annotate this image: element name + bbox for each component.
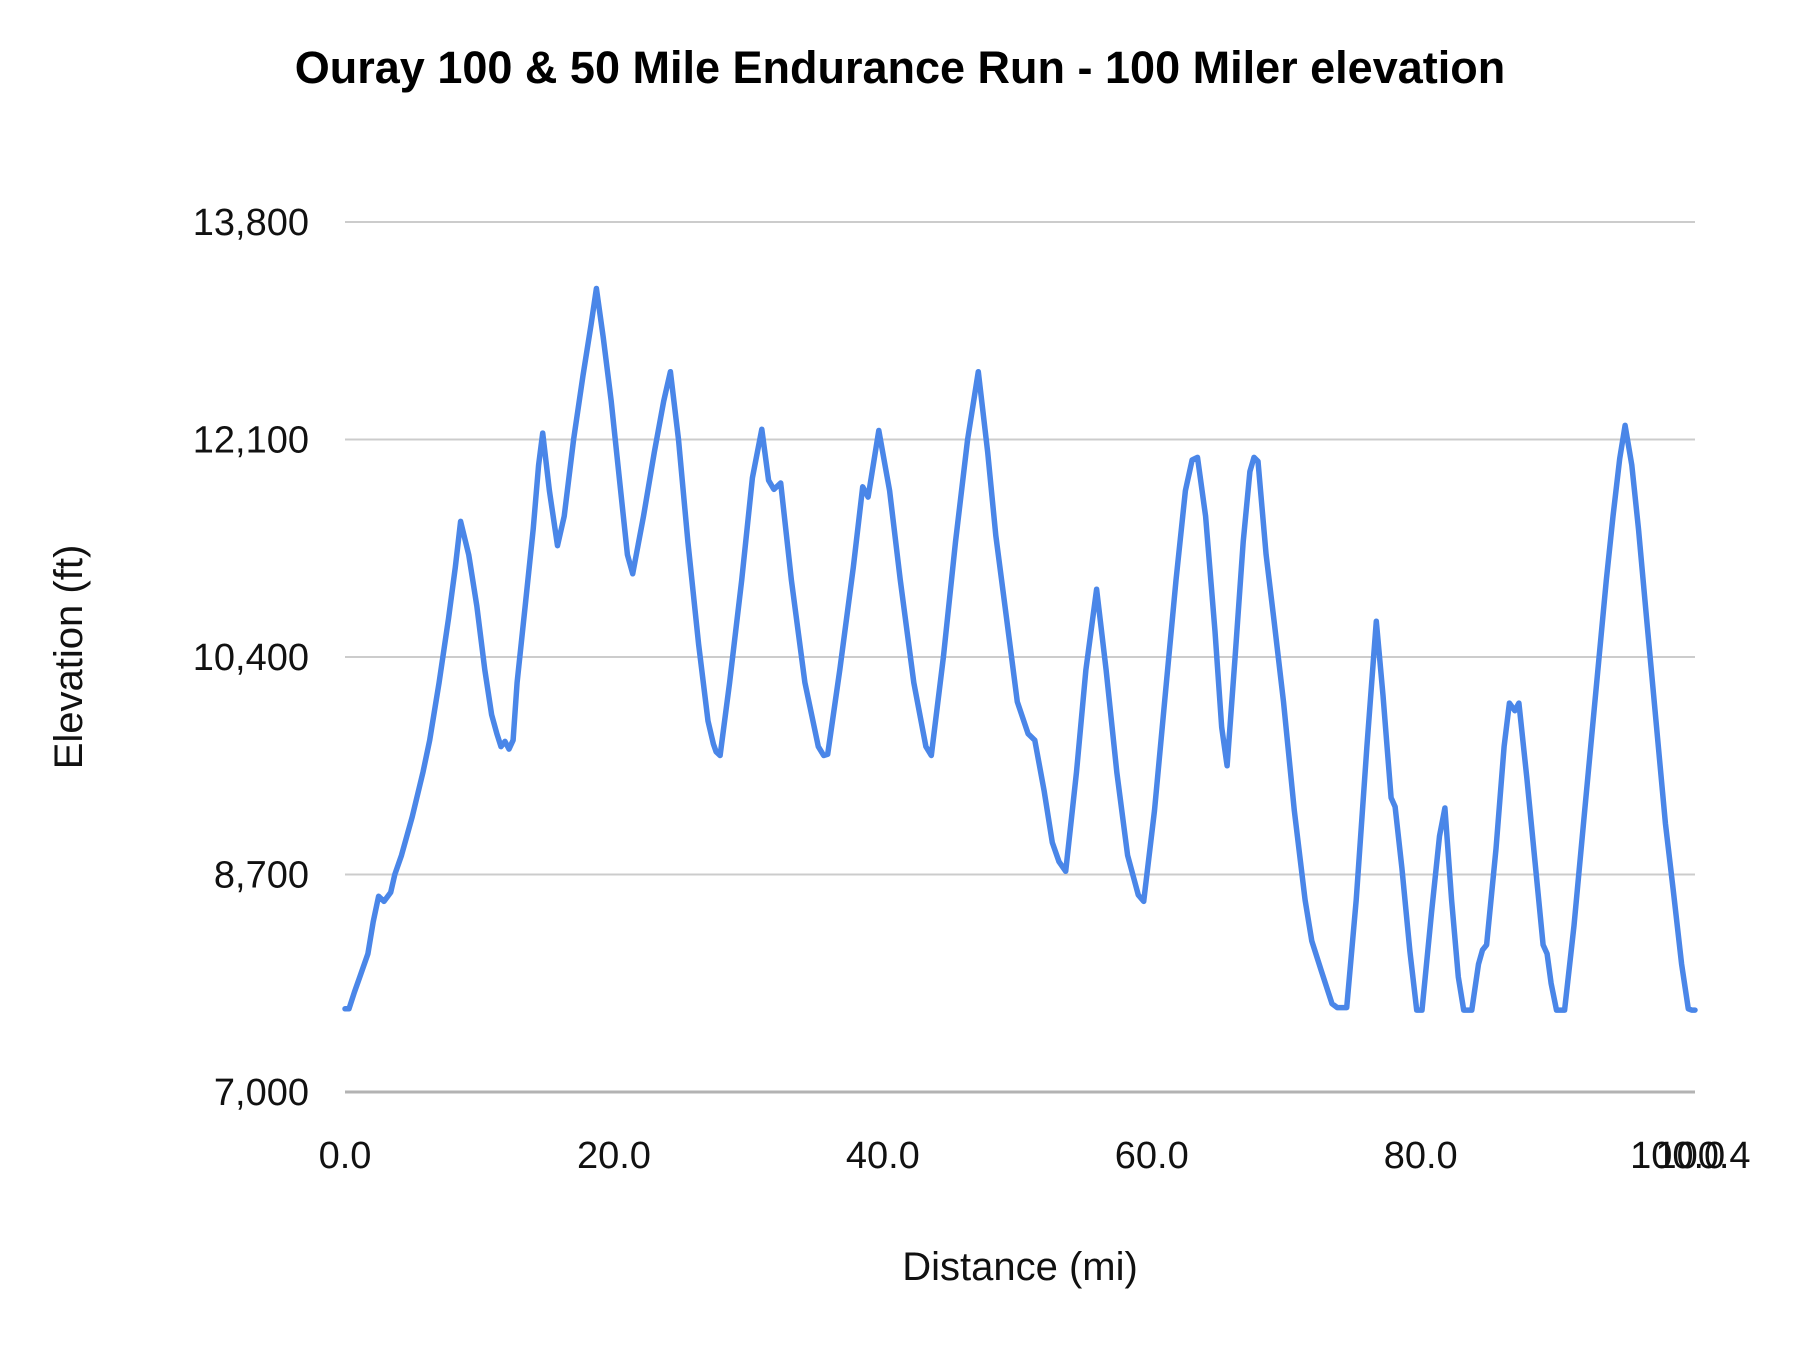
x-tick-80.0: 80.0 xyxy=(1384,1135,1458,1177)
x-tick-0.0: 0.0 xyxy=(319,1135,372,1177)
x-tick-60.0: 60.0 xyxy=(1115,1135,1189,1177)
x-axis-title: Distance (mi) xyxy=(902,1245,1138,1289)
x-tick-20.0: 20.0 xyxy=(577,1135,651,1177)
y-tick-8700: 8,700 xyxy=(214,855,309,897)
x-tick-100.0: 100.0 xyxy=(1630,1135,1725,1177)
y-axis-title: Elevation (ft) xyxy=(47,545,91,770)
y-tick-12100: 12,100 xyxy=(193,420,309,462)
chart-title: Ouray 100 & 50 Mile Endurance Run - 100 … xyxy=(294,42,1506,93)
y-tick-7000: 7,000 xyxy=(214,1072,309,1114)
x-tick-40.0: 40.0 xyxy=(846,1135,920,1177)
y-tick-10400: 10,400 xyxy=(193,637,309,679)
x-tick-100.4: 100.4 xyxy=(1655,1135,1750,1177)
elevation-profile-line xyxy=(342,285,1698,1013)
gridlines xyxy=(345,221,1695,1094)
y-axis-tick-labels: 7,000 8,700 10,400 12,100 13,800 xyxy=(193,202,309,1114)
y-tick-13800: 13,800 xyxy=(193,202,309,244)
